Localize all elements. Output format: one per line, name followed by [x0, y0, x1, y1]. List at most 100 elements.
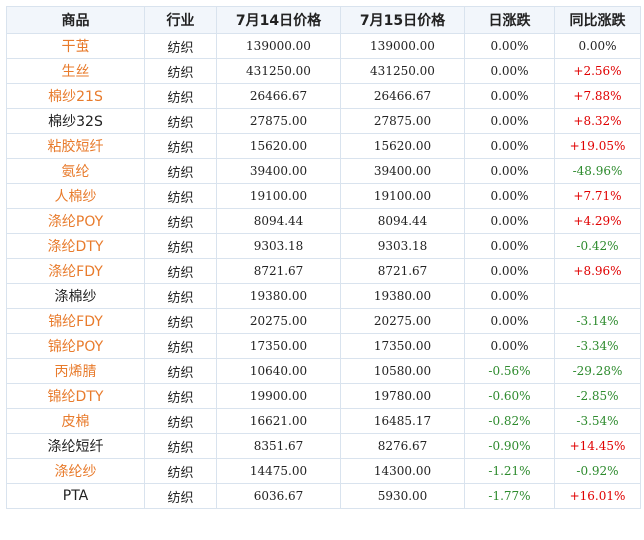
price-0714-cell: 14475.00: [216, 458, 341, 484]
price-0715-cell: 5930.00: [340, 483, 465, 509]
commodity-name-link[interactable]: 涤纶DTY: [6, 233, 145, 259]
header-price-0714[interactable]: 7月14日价格: [216, 6, 341, 34]
price-0715-cell: 431250.00: [340, 58, 465, 84]
industry-cell: 纺织: [144, 233, 217, 259]
commodity-name-link[interactable]: 锦纶FDY: [6, 308, 145, 334]
daily-change-cell: 0.00%: [464, 33, 555, 59]
header-industry[interactable]: 行业: [144, 6, 217, 34]
daily-change-cell: 0.00%: [464, 133, 555, 159]
header-commodity[interactable]: 商品: [6, 6, 145, 34]
commodity-name-link[interactable]: 丙烯腈: [6, 358, 145, 384]
industry-cell: 纺织: [144, 433, 217, 459]
industry-cell: 纺织: [144, 483, 217, 509]
table-row: 锦纶POY 纺织 17350.00 17350.00 0.00% -3.34%: [6, 333, 641, 359]
table-row: 涤纶纱 纺织 14475.00 14300.00 -1.21% -0.92%: [6, 458, 641, 484]
header-yoy-change[interactable]: 同比涨跌: [554, 6, 641, 34]
price-0714-cell: 16621.00: [216, 408, 341, 434]
table-row: 干茧 纺织 139000.00 139000.00 0.00% 0.00%: [6, 33, 641, 59]
yoy-change-cell: -29.28%: [554, 358, 641, 384]
price-0715-cell: 27875.00: [340, 108, 465, 134]
price-0715-cell: 9303.18: [340, 233, 465, 259]
price-0714-cell: 17350.00: [216, 333, 341, 359]
table-row: 涤纶FDY 纺织 8721.67 8721.67 0.00% +8.96%: [6, 258, 641, 284]
commodity-name-link[interactable]: PTA: [6, 483, 145, 509]
price-0715-cell: 8721.67: [340, 258, 465, 284]
yoy-change-cell: +19.05%: [554, 133, 641, 159]
daily-change-cell: 0.00%: [464, 283, 555, 309]
price-0714-cell: 139000.00: [216, 33, 341, 59]
industry-cell: 纺织: [144, 333, 217, 359]
commodity-name-link[interactable]: 涤纶短纤: [6, 433, 145, 459]
commodity-price-table: 商品 行业 7月14日价格 7月15日价格 日涨跌 同比涨跌 干茧 纺织 13900…: [6, 6, 641, 509]
price-0714-cell: 9303.18: [216, 233, 341, 259]
price-0715-cell: 20275.00: [340, 308, 465, 334]
yoy-change-cell: +7.88%: [554, 83, 641, 109]
commodity-name-link[interactable]: 涤纶POY: [6, 208, 145, 234]
commodity-name-link[interactable]: 涤棉纱: [6, 283, 145, 309]
commodity-name-link[interactable]: 氨纶: [6, 158, 145, 184]
commodity-name-link[interactable]: 棉纱32S: [6, 108, 145, 134]
daily-change-cell: 0.00%: [464, 233, 555, 259]
industry-cell: 纺织: [144, 183, 217, 209]
daily-change-cell: -0.90%: [464, 433, 555, 459]
price-0715-cell: 14300.00: [340, 458, 465, 484]
industry-cell: 纺织: [144, 458, 217, 484]
table-row: 涤棉纱 纺织 19380.00 19380.00 0.00%: [6, 283, 641, 309]
price-0714-cell: 26466.67: [216, 83, 341, 109]
commodity-name-link[interactable]: 人棉纱: [6, 183, 145, 209]
commodity-name-link[interactable]: 棉纱21S: [6, 83, 145, 109]
commodity-name-link[interactable]: 涤纶FDY: [6, 258, 145, 284]
price-0715-cell: 19380.00: [340, 283, 465, 309]
daily-change-cell: -0.60%: [464, 383, 555, 409]
commodity-name-link[interactable]: 生丝: [6, 58, 145, 84]
industry-cell: 纺织: [144, 258, 217, 284]
commodity-name-link[interactable]: 粘胶短纤: [6, 133, 145, 159]
yoy-change-cell: +4.29%: [554, 208, 641, 234]
daily-change-cell: 0.00%: [464, 208, 555, 234]
header-row: 商品 行业 7月14日价格 7月15日价格 日涨跌 同比涨跌: [6, 6, 641, 34]
commodity-name-link[interactable]: 皮棉: [6, 408, 145, 434]
industry-cell: 纺织: [144, 283, 217, 309]
table-row: PTA 纺织 6036.67 5930.00 -1.77% +16.01%: [6, 483, 641, 509]
price-0714-cell: 19900.00: [216, 383, 341, 409]
commodity-name-link[interactable]: 锦纶DTY: [6, 383, 145, 409]
daily-change-cell: -1.77%: [464, 483, 555, 509]
yoy-change-cell: 0.00%: [554, 33, 641, 59]
daily-change-cell: 0.00%: [464, 183, 555, 209]
industry-cell: 纺织: [144, 358, 217, 384]
table-row: 锦纶DTY 纺织 19900.00 19780.00 -0.60% -2.85%: [6, 383, 641, 409]
yoy-change-cell: +8.96%: [554, 258, 641, 284]
daily-change-cell: 0.00%: [464, 158, 555, 184]
yoy-change-cell: +7.71%: [554, 183, 641, 209]
price-0714-cell: 27875.00: [216, 108, 341, 134]
commodity-price-table-container: 商品 行业 7月14日价格 7月15日价格 日涨跌 同比涨跌 干茧 纺织 13900…: [6, 6, 641, 509]
yoy-change-cell: -3.54%: [554, 408, 641, 434]
commodity-name-link[interactable]: 锦纶POY: [6, 333, 145, 359]
industry-cell: 纺织: [144, 33, 217, 59]
price-0715-cell: 8094.44: [340, 208, 465, 234]
industry-cell: 纺织: [144, 208, 217, 234]
price-0715-cell: 39400.00: [340, 158, 465, 184]
daily-change-cell: 0.00%: [464, 258, 555, 284]
table-row: 皮棉 纺织 16621.00 16485.17 -0.82% -3.54%: [6, 408, 641, 434]
industry-cell: 纺织: [144, 408, 217, 434]
table-body: 干茧 纺织 139000.00 139000.00 0.00% 0.00% 生丝 纺织 4312…: [6, 33, 641, 509]
industry-cell: 纺织: [144, 58, 217, 84]
price-0714-cell: 8351.67: [216, 433, 341, 459]
header-daily-change[interactable]: 日涨跌: [464, 6, 555, 34]
industry-cell: 纺织: [144, 108, 217, 134]
header-price-0715[interactable]: 7月15日价格: [340, 6, 465, 34]
daily-change-cell: 0.00%: [464, 83, 555, 109]
table-row: 棉纱21S 纺织 26466.67 26466.67 0.00% +7.88%: [6, 83, 641, 109]
daily-change-cell: 0.00%: [464, 58, 555, 84]
industry-cell: 纺织: [144, 133, 217, 159]
table-row: 锦纶FDY 纺织 20275.00 20275.00 0.00% -3.14%: [6, 308, 641, 334]
commodity-name-link[interactable]: 涤纶纱: [6, 458, 145, 484]
price-0715-cell: 19780.00: [340, 383, 465, 409]
table-header: 商品 行业 7月14日价格 7月15日价格 日涨跌 同比涨跌: [6, 6, 641, 34]
price-0714-cell: 8721.67: [216, 258, 341, 284]
table-row: 氨纶 纺织 39400.00 39400.00 0.00% -48.96%: [6, 158, 641, 184]
yoy-change-cell: -3.34%: [554, 333, 641, 359]
price-0714-cell: 20275.00: [216, 308, 341, 334]
commodity-name-link[interactable]: 干茧: [6, 33, 145, 59]
